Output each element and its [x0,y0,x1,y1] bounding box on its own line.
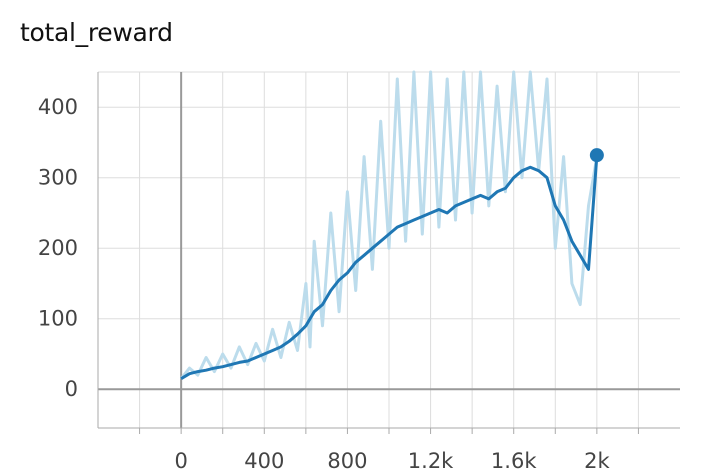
x-tick-label: 800 [327,449,367,473]
last-point-marker [589,148,604,163]
smoothed-line [180,155,599,380]
x-tick-label: 400 [244,449,284,473]
y-tick-label: 300 [38,166,78,190]
x-tick-label: 0 [174,449,187,473]
y-tick-label: 0 [65,377,78,401]
raw-series [179,70,599,380]
raw-line [179,70,599,380]
smoothed-series [180,148,604,380]
y-tick-label: 100 [38,307,78,331]
axes [97,72,680,434]
chart-title: total_reward [20,18,173,47]
x-tick-label: 1.2k [408,449,454,473]
tick-labels: 0 400 800 1.2k 1.6k 2k 0 100 200 300 400 [38,95,611,473]
x-tick-label: 2k [584,449,610,473]
y-tick-label: 400 [38,95,78,119]
y-tick-label: 200 [38,236,78,260]
x-tick-label: 1.6k [491,449,537,473]
